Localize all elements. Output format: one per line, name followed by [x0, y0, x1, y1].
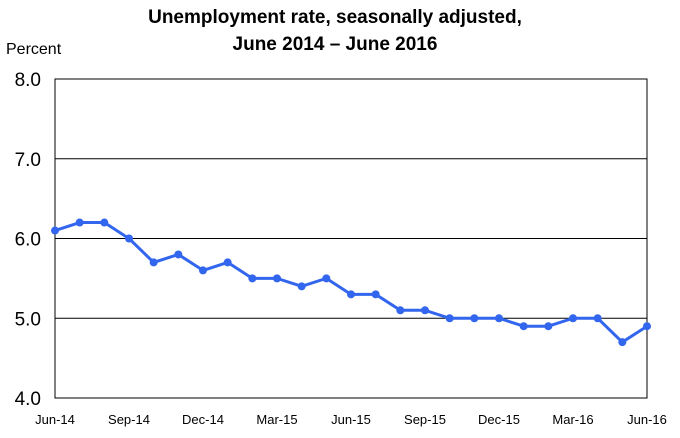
data-point	[519, 322, 528, 331]
data-point	[297, 282, 306, 291]
x-tick-label: Jun-15	[331, 412, 371, 427]
gridlines	[55, 158, 647, 319]
data-point	[569, 314, 577, 323]
y-tick-label: 8.0	[15, 70, 41, 91]
y-tick-label: 4.0	[15, 389, 41, 410]
y-tick-label: 6.0	[15, 230, 41, 251]
data-point	[643, 322, 651, 331]
data-point	[223, 258, 232, 267]
data-point	[544, 322, 553, 331]
data-point	[125, 234, 133, 243]
data-point	[396, 306, 405, 315]
x-tick-label: Mar-16	[552, 412, 593, 427]
data-point	[51, 226, 59, 235]
x-tick-label: Sep-15	[404, 412, 446, 427]
data-point	[199, 266, 207, 275]
x-tick-label: Jun-14	[35, 412, 75, 427]
x-tick-label: Sep-14	[108, 412, 150, 427]
data-point	[618, 338, 627, 347]
data-point	[100, 218, 109, 227]
series-line-unemployment-rate	[54, 221, 648, 344]
data-point	[248, 274, 257, 283]
y-axis-label: Percent	[6, 41, 62, 58]
x-tick-labels: Jun-14 Sep-14 Dec-14 Mar-15 Jun-15 Sep-15 Dec-…	[35, 412, 667, 427]
x-tick-label: Jun-16	[627, 412, 667, 427]
plot-area	[54, 78, 648, 399]
data-point	[470, 314, 479, 323]
data-point	[322, 274, 331, 283]
chart-title-line-1: Unemployment rate, seasonally adjusted,	[148, 7, 522, 28]
data-point	[371, 290, 380, 299]
data-point	[174, 250, 183, 259]
data-point	[593, 314, 602, 323]
data-point	[347, 290, 355, 299]
x-tick-label: Dec-14	[182, 412, 224, 427]
chart-title-line-2: June 2014 – June 2016	[233, 34, 438, 55]
y-tick-labels: 4.0 5.0 6.0 7.0 8.0	[15, 70, 41, 410]
data-point	[421, 306, 429, 315]
data-markers	[51, 218, 651, 347]
data-point	[75, 218, 84, 227]
x-tick-label: Mar-15	[256, 412, 297, 427]
y-tick-label: 7.0	[15, 150, 41, 171]
data-point	[149, 258, 158, 267]
y-tick-label: 5.0	[15, 309, 41, 330]
data-point	[273, 274, 281, 283]
data-point	[445, 314, 454, 323]
data-point	[495, 314, 503, 323]
x-tick-label: Dec-15	[478, 412, 520, 427]
